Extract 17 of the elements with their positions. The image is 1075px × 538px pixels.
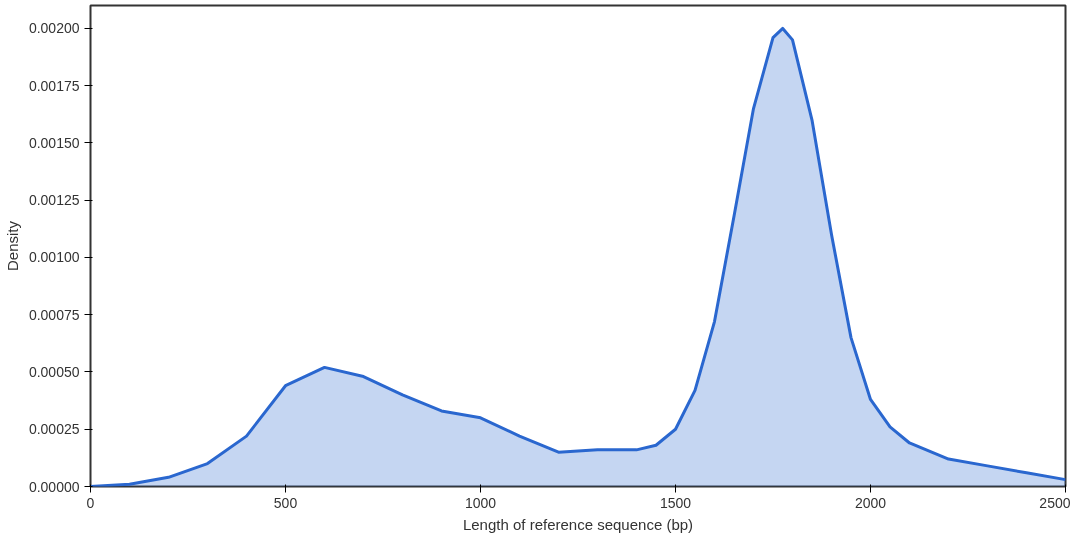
y-tick-label: 0.00175 xyxy=(28,77,80,94)
y-tick-label: 0.00075 xyxy=(28,306,80,323)
y-tick-label: 0.00125 xyxy=(28,192,80,209)
y-tick-label: 0.00000 xyxy=(28,478,80,495)
x-tick-label: 2500 xyxy=(1039,494,1071,511)
x-axis-title: Length of reference sequence (bp) xyxy=(462,515,694,533)
x-tick-label: 1500 xyxy=(659,494,692,511)
y-tick-label: 0.00150 xyxy=(28,134,80,151)
x-tick-label: 2000 xyxy=(854,494,887,511)
y-tick-label: 0.00025 xyxy=(28,421,80,438)
y-axis-title: Density xyxy=(3,220,21,272)
x-tick-label: 500 xyxy=(273,494,298,511)
y-tick-label: 0.00200 xyxy=(28,20,80,37)
x-tick-label: 0 xyxy=(86,494,95,511)
y-tick-label: 0.00100 xyxy=(28,249,80,266)
y-tick-label: 0.00050 xyxy=(28,363,80,380)
x-tick-label: 1000 xyxy=(464,494,497,511)
